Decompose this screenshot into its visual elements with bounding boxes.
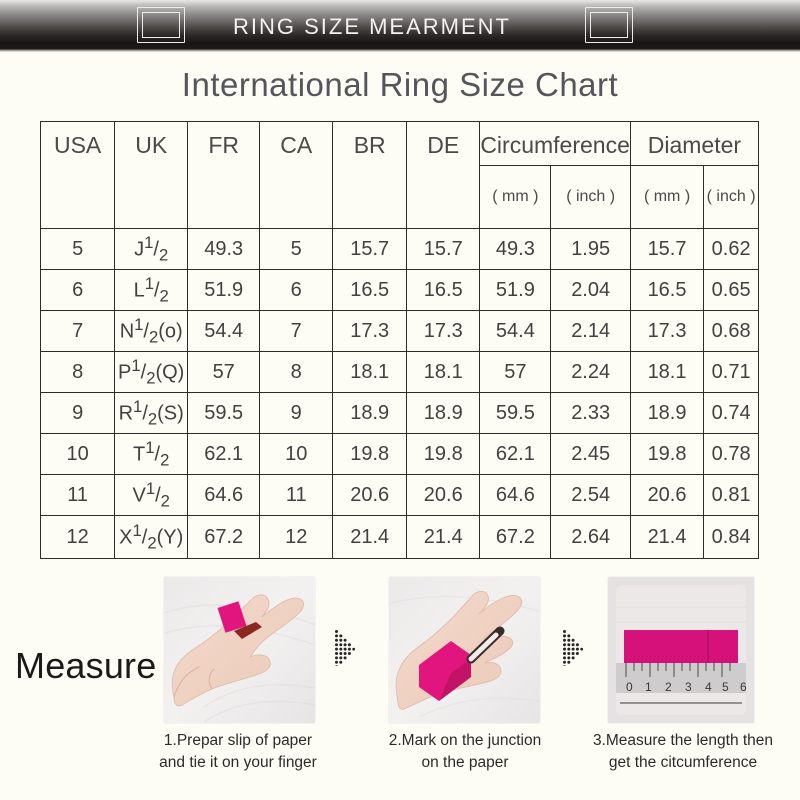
svg-text:6: 6 — [740, 680, 747, 694]
svg-text:4: 4 — [705, 680, 712, 694]
svg-text:3: 3 — [685, 680, 692, 694]
svg-text:5: 5 — [722, 680, 729, 694]
svg-text:2: 2 — [665, 680, 672, 694]
svg-text:0: 0 — [626, 680, 633, 694]
svg-text:1: 1 — [645, 680, 652, 694]
